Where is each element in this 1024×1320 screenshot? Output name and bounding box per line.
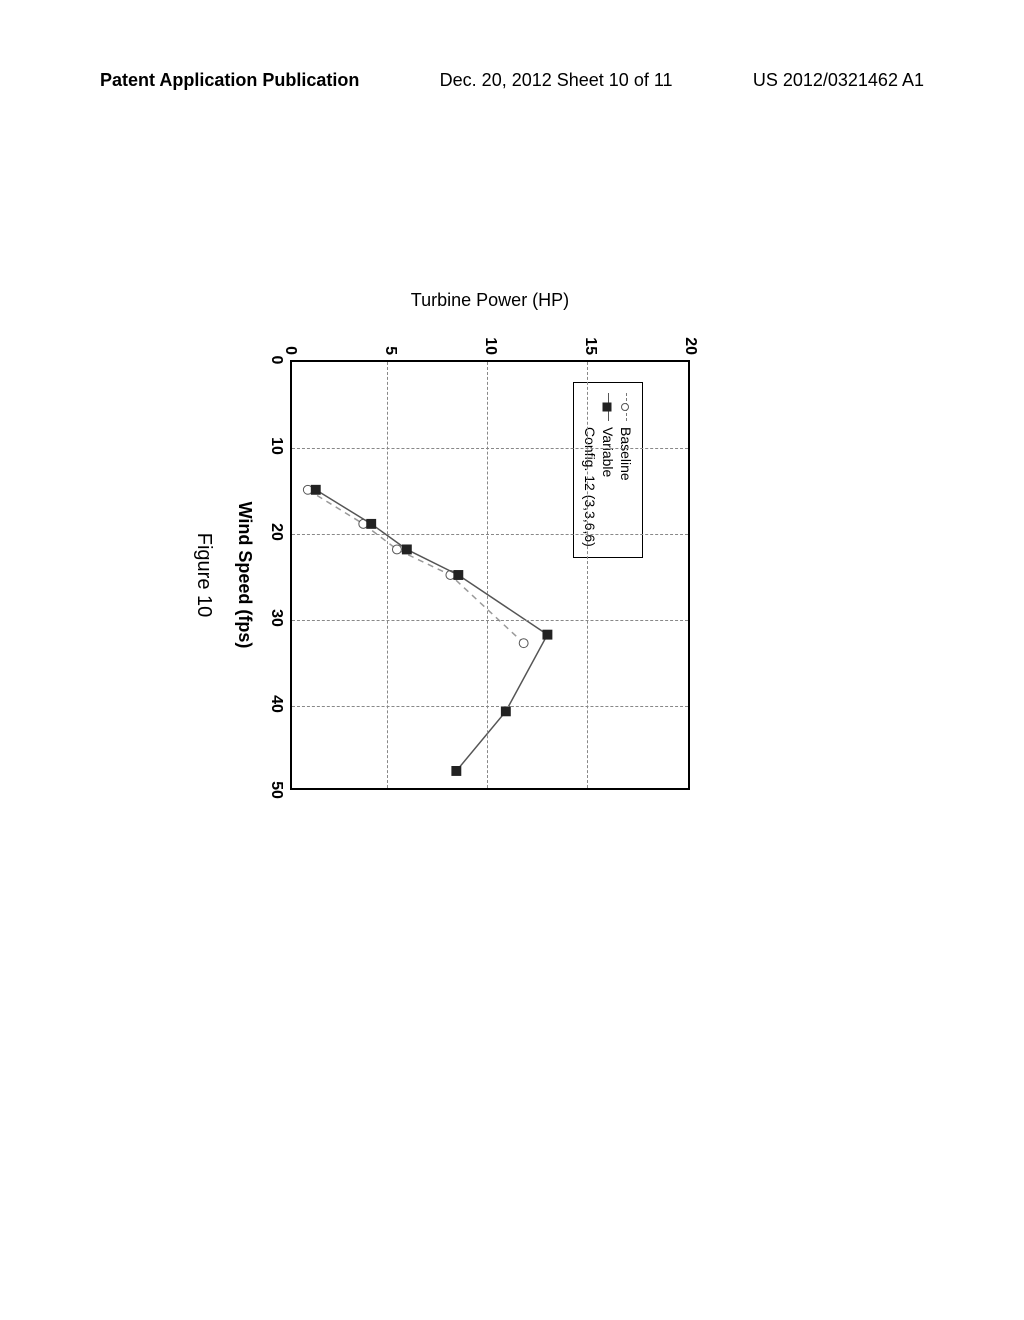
- x-tick-label: 0: [267, 356, 285, 365]
- y-tick-label: 15: [581, 325, 599, 355]
- y-tick-label: 20: [681, 325, 699, 355]
- grid-line-horizontal: [487, 362, 488, 788]
- x-tick-label: 10: [267, 437, 285, 455]
- x-tick-label: 20: [267, 523, 285, 541]
- y-tick-label: 0: [281, 325, 299, 355]
- legend-item-variable: Variable: [600, 393, 616, 547]
- chart-container: Turbine Power (HP) Baseline Variable Con…: [190, 300, 730, 860]
- grid-line-vertical: [292, 620, 688, 621]
- grid-line-vertical: [292, 534, 688, 535]
- y-tick-label: 10: [481, 325, 499, 355]
- page-header: Patent Application Publication Dec. 20, …: [0, 70, 1024, 91]
- x-tick-label: 30: [267, 609, 285, 627]
- grid-line-vertical: [292, 448, 688, 449]
- plot-area: Baseline Variable Config. 12 (3,3,6,6): [290, 360, 690, 790]
- legend-label-baseline: Baseline: [618, 427, 634, 481]
- grid-line-vertical: [292, 706, 688, 707]
- x-tick-label: 50: [267, 781, 285, 799]
- header-publication: Patent Application Publication: [100, 70, 359, 91]
- legend-line-variable: [607, 393, 609, 421]
- legend-item-baseline: Baseline: [618, 393, 634, 547]
- x-tick-label: 40: [267, 695, 285, 713]
- y-tick-label: 5: [381, 325, 399, 355]
- header-patent-number: US 2012/0321462 A1: [753, 70, 924, 91]
- legend-line-baseline: [625, 393, 627, 421]
- x-axis-label: Wind Speed (fps): [234, 360, 255, 790]
- legend-label-variable: Variable: [600, 427, 616, 477]
- circle-icon: [622, 403, 630, 411]
- legend-item-config: Config. 12 (3,3,6,6): [582, 393, 598, 547]
- figure-label: Figure 10: [192, 360, 215, 790]
- grid-line-horizontal: [387, 362, 388, 788]
- header-date-sheet: Dec. 20, 2012 Sheet 10 of 11: [440, 70, 673, 91]
- legend-label-config: Config. 12 (3,3,6,6): [582, 427, 598, 547]
- grid-line-horizontal: [587, 362, 588, 788]
- legend-box: Baseline Variable Config. 12 (3,3,6,6): [573, 382, 643, 558]
- square-icon: [603, 403, 612, 412]
